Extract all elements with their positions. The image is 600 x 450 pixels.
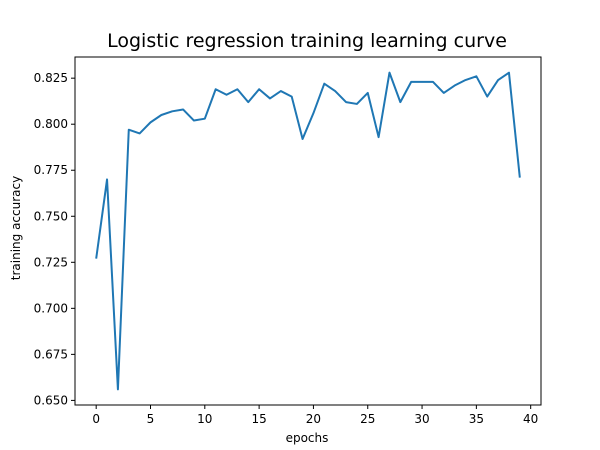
x-tick-label: 40 [523,412,538,426]
plot-area: 0 5 10 15 20 25 30 35 40 0.650 0.675 0.700 0.725 0.75… [34,56,542,426]
x-axis-label: epochs [286,431,329,445]
x-tick-label: 30 [414,412,429,426]
y-tick-label: 0.750 [34,209,68,223]
x-tick-label: 20 [306,412,321,426]
y-tick-label: 0.675 [34,347,68,361]
y-tick-label: 0.800 [34,117,68,131]
y-tick-label: 0.725 [34,255,68,269]
y-tick-label: 0.825 [34,71,68,85]
y-axis-label: training accuracy [9,176,23,280]
y-tick-label: 0.700 [34,301,68,315]
x-tick-label: 35 [469,412,484,426]
x-tick-label: 10 [197,412,212,426]
y-tick-label: 0.650 [34,393,68,407]
chart-title: Logistic regression training learning cu… [107,30,507,52]
x-tick-label: 15 [251,412,266,426]
plot-frame [74,56,542,406]
x-tick-label: 5 [147,412,155,426]
series-line-0 [95,71,521,391]
x-tick-label: 0 [92,412,100,426]
y-tick-label: 0.775 [34,163,68,177]
x-tick-label: 25 [360,412,375,426]
